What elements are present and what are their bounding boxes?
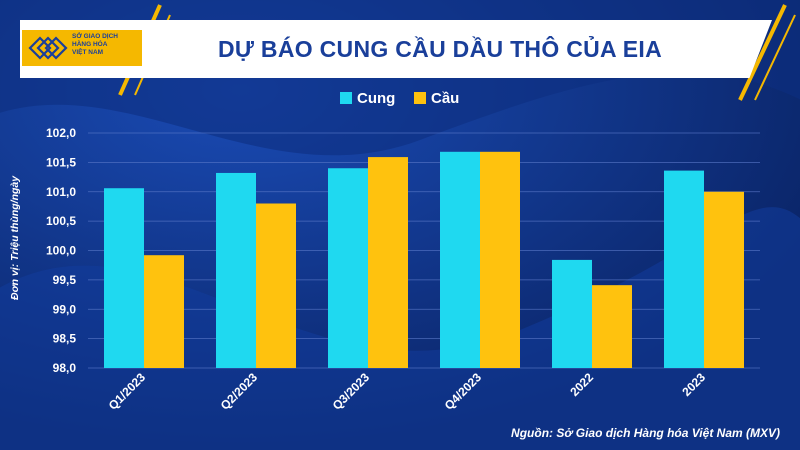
- bar-demand: [704, 191, 744, 368]
- source-note: Nguồn: Sở Giao dịch Hàng hóa Việt Nam (M…: [511, 426, 780, 440]
- bar-demand: [368, 157, 408, 368]
- title-banner: [20, 20, 772, 78]
- bar-supply: [104, 188, 144, 368]
- bar-supply: [328, 168, 368, 368]
- bar-demand: [480, 151, 520, 368]
- y-tick-label: 101,0: [46, 185, 76, 199]
- legend-label-supply: Cung: [357, 90, 395, 107]
- x-tick-label: 2023: [679, 370, 708, 399]
- y-tick-label: 99,0: [53, 302, 77, 316]
- legend-swatch-supply: [340, 92, 352, 104]
- y-tick-label: 100,0: [46, 244, 76, 258]
- y-tick-label: 101,5: [46, 155, 76, 169]
- logo-line-1: SỞ GIAO DỊCH: [72, 33, 118, 40]
- y-tick-label: 100,5: [46, 214, 76, 228]
- legend-swatch-demand: [414, 92, 426, 104]
- logo-text: SỞ GIAO DỊCH HÀNG HÓA VIỆT NAM: [72, 33, 142, 57]
- logo-line-2: HÀNG HÓA: [72, 41, 108, 48]
- x-tick-label: Q3/2023: [330, 370, 373, 413]
- logo-line-3: VIỆT NAM: [72, 49, 104, 56]
- bar-demand: [256, 203, 296, 368]
- bar-demand: [592, 285, 632, 368]
- bar-supply: [552, 259, 592, 368]
- bar-demand: [144, 255, 184, 368]
- x-tick-label: Q1/2023: [106, 370, 149, 413]
- bar-supply: [216, 172, 256, 368]
- chart-title: DỰ BÁO CUNG CẦU DẦU THÔ CỦA EIA: [217, 36, 663, 62]
- y-tick-label: 98,5: [53, 332, 77, 346]
- y-tick-label: 98,0: [53, 361, 77, 375]
- bar-supply: [440, 151, 480, 368]
- x-tick-label: 2022: [567, 370, 596, 399]
- mxv-logo-icon: [22, 30, 142, 66]
- y-tick-label: 102,0: [46, 126, 76, 140]
- x-tick-label: Q2/2023: [218, 370, 261, 413]
- bar-supply: [664, 170, 704, 368]
- legend-label-demand: Cầu: [431, 90, 459, 107]
- x-tick-label: Q4/2023: [442, 370, 485, 413]
- y-tick-label: 99,5: [53, 273, 77, 287]
